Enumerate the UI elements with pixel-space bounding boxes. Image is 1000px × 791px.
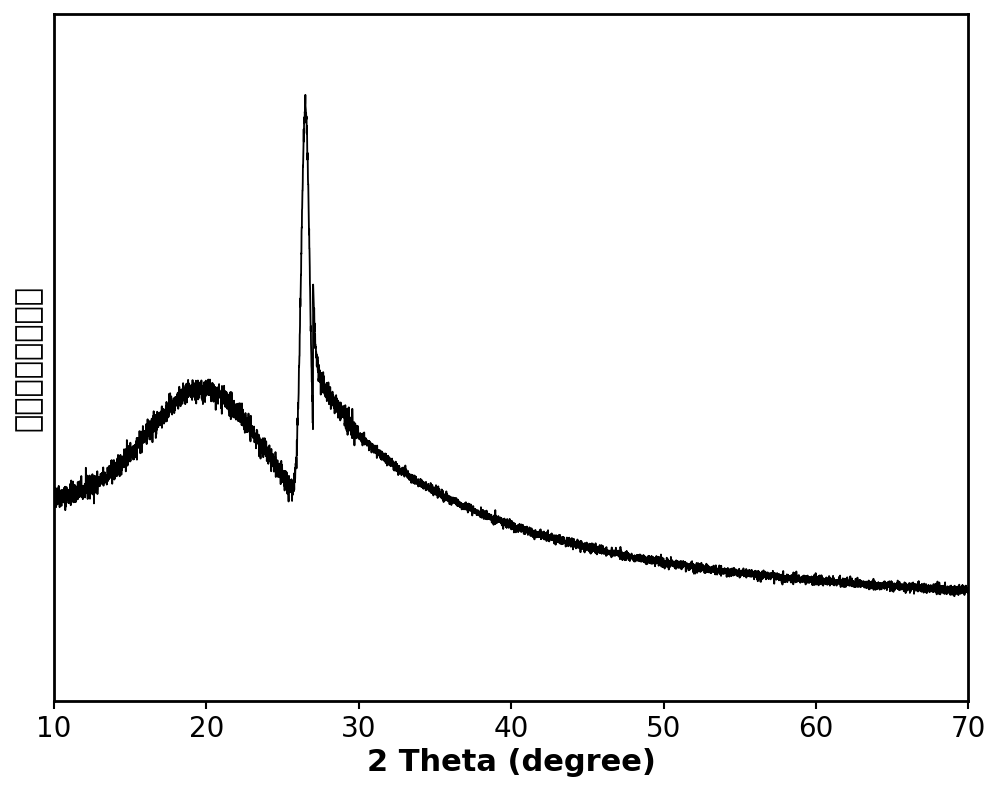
X-axis label: 2 Theta (degree): 2 Theta (degree) — [367, 748, 656, 777]
Y-axis label: 强度（任意单位）: 强度（任意单位） — [14, 285, 43, 430]
